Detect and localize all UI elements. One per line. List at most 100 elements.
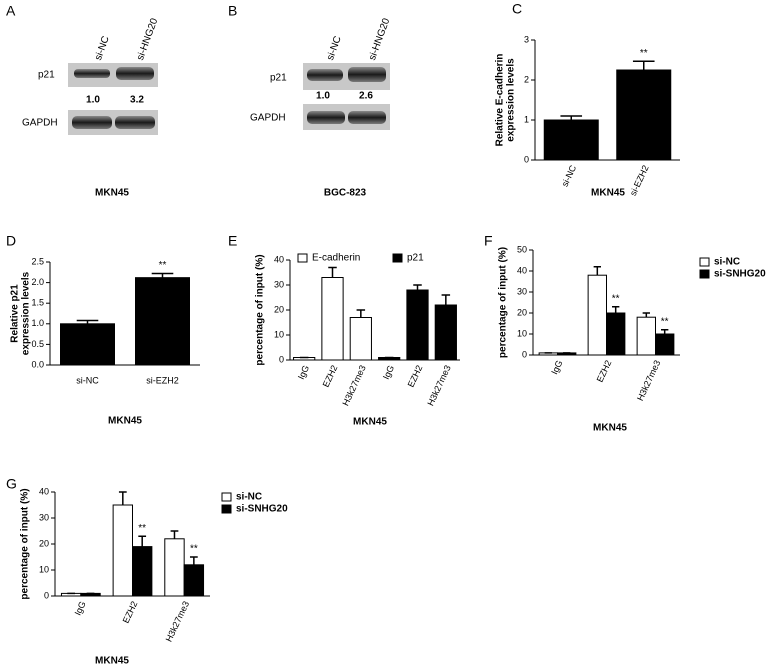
bar — [321, 277, 344, 361]
legend-label: si-NC — [714, 257, 740, 268]
panel-label: A — [6, 3, 16, 19]
significance: ** — [661, 316, 669, 327]
y-tick-label: 20 — [517, 307, 527, 317]
error-bar — [632, 60, 655, 70]
x-tick-label: EZH2 — [406, 364, 425, 389]
bar — [164, 538, 185, 597]
legend-label: si-SNHG20 — [236, 504, 288, 515]
y-tick-label: 30 — [39, 512, 49, 522]
x-tick-label: IgG — [73, 600, 88, 617]
bar — [616, 69, 672, 161]
row-label: p21 — [38, 70, 55, 81]
cell-line: MKN45 — [95, 188, 129, 199]
y-tick-label: 0.0 — [31, 359, 44, 369]
significance: ** — [159, 260, 167, 271]
y-tick-label: 40 — [274, 254, 284, 264]
bar — [406, 289, 429, 361]
error-bar — [151, 272, 174, 278]
y-tick-label: 2.0 — [31, 277, 44, 287]
bar — [606, 312, 626, 356]
legend-label: p21 — [407, 253, 424, 264]
x-tick-label: si-NC — [560, 163, 579, 188]
x-tick-label: EZH2 — [321, 364, 340, 389]
y-tick-label: 0 — [524, 154, 529, 164]
bar — [60, 323, 115, 366]
y-tick-label: 1 — [524, 114, 529, 124]
bar — [132, 546, 153, 597]
panel-label: D — [6, 233, 16, 249]
error-bar — [76, 319, 99, 324]
y-axis-label: percentage of input (%) — [20, 488, 31, 599]
lane-label: si-HNG20 — [135, 17, 161, 62]
chart-title: MKN45 — [108, 416, 142, 427]
y-tick-label: 2 — [524, 74, 529, 84]
panel-label: B — [228, 3, 237, 19]
bar — [434, 304, 457, 361]
legend-swatch — [699, 269, 710, 279]
legend-swatch — [221, 504, 232, 514]
row-label: p21 — [270, 73, 287, 84]
blot-band — [74, 69, 110, 78]
y-axis-label: expression levels — [21, 271, 32, 355]
chart-title: MKN45 — [95, 656, 129, 667]
significance: ** — [138, 523, 146, 534]
ratio: 1.0 — [86, 95, 100, 106]
bar — [636, 316, 656, 356]
error-bar — [170, 530, 179, 539]
x-tick-label: H3k27me3 — [164, 600, 191, 644]
bar — [587, 274, 607, 356]
chart-title: MKN45 — [593, 423, 627, 434]
y-tick-label: 30 — [274, 279, 284, 289]
row-label: GAPDH — [250, 113, 286, 124]
significance: ** — [190, 544, 198, 555]
blot-band — [348, 67, 386, 82]
y-axis-label: expression levels — [506, 58, 517, 142]
error-bar — [593, 266, 601, 276]
error-bar — [189, 556, 198, 565]
blot-band — [307, 111, 345, 124]
x-tick-label: EZH2 — [121, 600, 140, 625]
error-bar — [441, 294, 451, 305]
chart-title: MKN45 — [591, 188, 625, 199]
x-tick-label: IgG — [549, 359, 564, 376]
chart-title: MKN45 — [353, 417, 387, 428]
y-tick-label: 0 — [44, 590, 49, 600]
y-tick-label: 30 — [517, 286, 527, 296]
y-axis-label: percentage of input (%) — [498, 247, 509, 358]
bar — [543, 119, 599, 161]
error-bar — [560, 115, 583, 120]
bar — [349, 317, 372, 361]
x-tick-label: IgG — [296, 364, 311, 381]
legend-swatch — [221, 492, 232, 502]
significance: ** — [640, 48, 648, 59]
error-bar — [356, 309, 366, 318]
ratio: 3.2 — [130, 95, 144, 106]
ratio: 1.0 — [316, 91, 330, 102]
x-tick-label: IgG — [381, 364, 396, 381]
legend-swatch — [392, 253, 403, 263]
y-tick-label: 50 — [517, 244, 527, 254]
error-bar — [328, 266, 337, 278]
y-tick-label: 3 — [524, 34, 529, 44]
error-bar — [413, 284, 422, 290]
y-tick-label: 1.0 — [31, 318, 44, 328]
blot-band — [307, 69, 343, 81]
y-tick-label: 40 — [39, 486, 49, 496]
x-tick-label: si-EZH2 — [146, 375, 179, 385]
y-tick-label: 10 — [39, 564, 49, 574]
blot-band — [115, 116, 155, 129]
x-tick-label: H3k27me3 — [425, 364, 452, 408]
x-tick-label: si-NC — [76, 375, 99, 385]
significance: ** — [612, 293, 620, 304]
panel-label: C — [512, 1, 522, 17]
y-tick-label: 40 — [517, 265, 527, 275]
y-tick-label: 0 — [279, 354, 284, 364]
x-tick-label: H3k27me3 — [340, 364, 367, 408]
legend-label: si-NC — [236, 492, 262, 503]
bar — [135, 277, 190, 366]
y-tick-label: 10 — [274, 329, 284, 339]
error-bar — [642, 312, 650, 318]
ratio: 2.6 — [359, 91, 373, 102]
bar — [112, 504, 133, 597]
